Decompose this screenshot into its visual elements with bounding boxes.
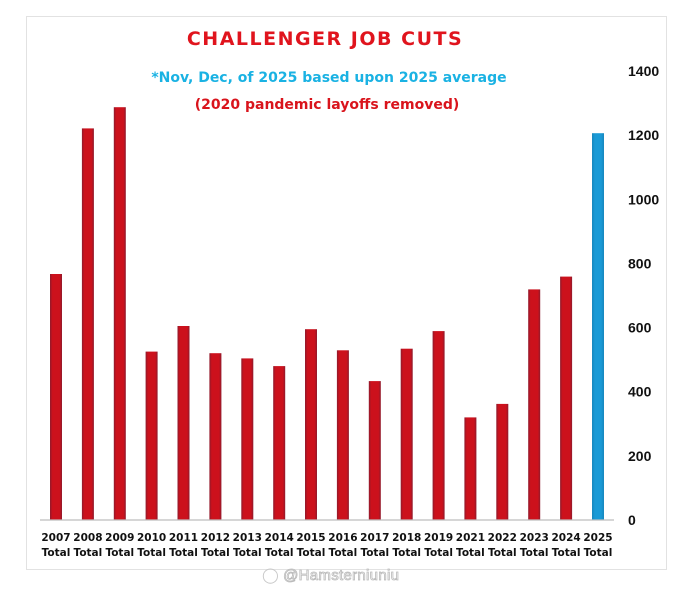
bar-2014: [273, 366, 286, 520]
x-tick-label: 2023 Total: [520, 532, 549, 559]
bar-2021: [464, 417, 477, 520]
x-tick-label: 2009 Total: [105, 532, 134, 559]
bar-2018: [400, 348, 413, 520]
y-tick-label: 1400: [628, 63, 659, 79]
y-tick-label: 1000: [628, 191, 659, 207]
bar-2019: [432, 331, 445, 520]
x-tick-label: 2007 Total: [41, 532, 70, 559]
x-tick-label: 2014 Total: [265, 532, 294, 559]
chart-subtitle-note: *Nov, Dec, of 2025 based upon 2025 avera…: [151, 70, 507, 86]
bar-2007: [50, 274, 62, 520]
weibo-icon: ◯: [262, 567, 280, 584]
x-tick-label: 2010 Total: [137, 532, 166, 559]
bar-2023: [528, 289, 541, 520]
y-tick-label: 200: [628, 448, 652, 464]
x-tick-label: 2016 Total: [328, 532, 357, 559]
bar-2025: [592, 133, 604, 520]
x-tick-label: 2021 Total: [456, 532, 485, 559]
y-tick-label: 0: [628, 512, 636, 528]
bar-2016: [336, 350, 349, 520]
y-tick-label: 400: [628, 384, 652, 400]
bar-2011: [177, 326, 190, 520]
y-tick-label: 600: [628, 320, 652, 336]
watermark: ◯ @Hamsterniuniu: [262, 566, 400, 585]
bar-2013: [241, 358, 254, 520]
y-tick-label: 1200: [628, 127, 659, 143]
bar-2010: [145, 351, 158, 520]
x-tick-label: 2025 Total: [583, 532, 612, 559]
x-tick-label: 2018 Total: [392, 532, 421, 559]
chart-title: CHALLENGER JOB CUTS: [186, 28, 464, 50]
x-tick-label: 2024 Total: [551, 532, 580, 559]
chart-subtitle-pandemic: (2020 pandemic layoffs removed): [194, 97, 460, 113]
bar-2009: [113, 107, 126, 520]
x-tick-label: 2019 Total: [424, 532, 453, 559]
bar-2022: [496, 403, 509, 520]
x-tick-label: 2022 Total: [488, 532, 517, 559]
bar-2012: [209, 353, 222, 520]
watermark-text: @Hamsterniuniu: [283, 567, 400, 585]
x-tick-label: 2015 Total: [296, 532, 325, 559]
bars-group: [50, 107, 604, 520]
x-tick-label: 2012 Total: [201, 532, 230, 559]
bar-2017: [368, 381, 381, 520]
y-tick-label: 800: [628, 255, 652, 271]
x-tick-label: 2013 Total: [233, 532, 262, 559]
bar-2015: [305, 329, 317, 520]
x-tick-label: 2017 Total: [360, 532, 389, 559]
x-tick-label: 2008 Total: [73, 532, 102, 559]
bar-2024: [560, 276, 573, 520]
bar-2008: [81, 128, 94, 520]
x-tick-label: 2011 Total: [169, 532, 198, 559]
y-axis-ticks: 0 200 400 600 800 1000 1200 1400: [628, 63, 659, 528]
